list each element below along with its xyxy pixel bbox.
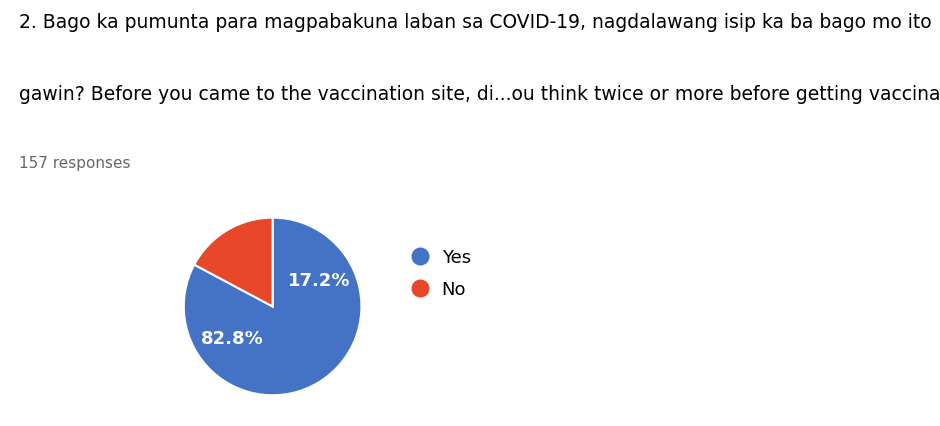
- Text: 157 responses: 157 responses: [19, 155, 131, 170]
- Text: 82.8%: 82.8%: [201, 329, 264, 347]
- Text: 2. Bago ka pumunta para magpabakuna laban sa COVID-19, nagdalawang isip ka ba ba: 2. Bago ka pumunta para magpabakuna laba…: [19, 13, 932, 32]
- Text: 17.2%: 17.2%: [288, 271, 350, 289]
- Wedge shape: [184, 218, 361, 395]
- Wedge shape: [195, 218, 273, 307]
- Legend: Yes, No: Yes, No: [404, 239, 479, 308]
- Text: gawin? Before you came to the vaccination site, di...ou think twice or more befo: gawin? Before you came to the vaccinatio…: [19, 85, 940, 104]
